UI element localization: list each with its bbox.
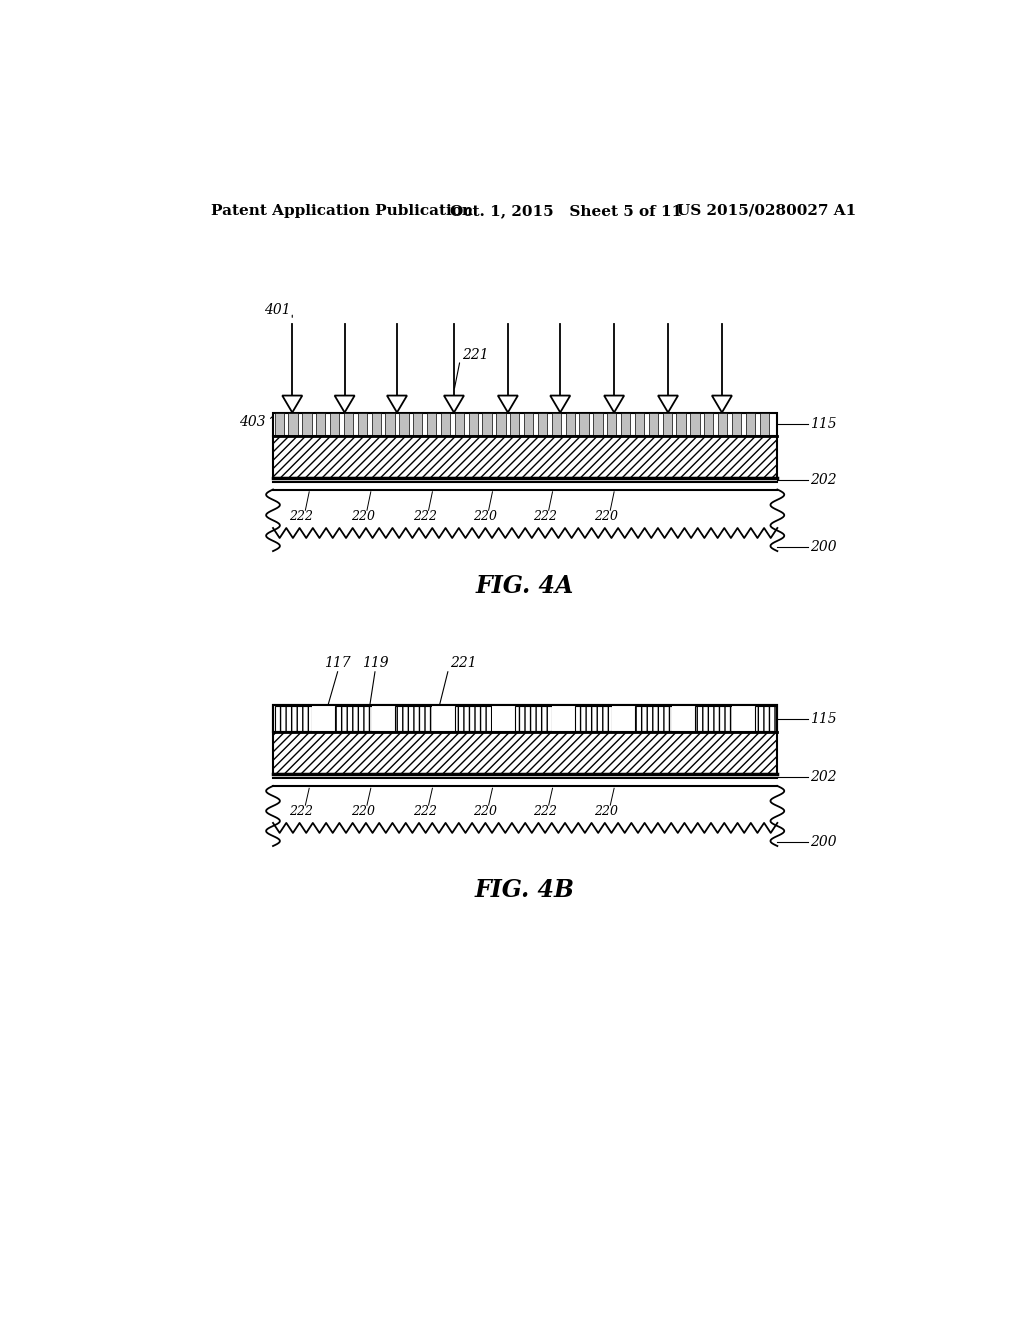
Bar: [482, 413, 492, 434]
Text: 403: 403: [239, 414, 265, 429]
Text: 202: 202: [810, 770, 837, 784]
Bar: [635, 413, 644, 434]
Bar: [760, 413, 769, 434]
Bar: [273, 436, 777, 478]
Text: 222: 222: [413, 510, 436, 523]
Bar: [607, 413, 616, 434]
Text: 117: 117: [324, 656, 350, 669]
Bar: [574, 706, 611, 731]
Text: 220: 220: [473, 805, 497, 818]
Bar: [455, 413, 464, 434]
Bar: [273, 705, 777, 733]
Text: FIG. 4A: FIG. 4A: [475, 574, 574, 598]
Bar: [441, 413, 451, 434]
Polygon shape: [658, 396, 678, 412]
Bar: [663, 413, 672, 434]
Bar: [455, 706, 492, 731]
Bar: [745, 413, 755, 434]
Text: 115: 115: [810, 711, 837, 726]
Bar: [372, 413, 381, 434]
Bar: [524, 413, 534, 434]
Bar: [677, 413, 686, 434]
Bar: [718, 413, 727, 434]
Bar: [385, 413, 394, 434]
Text: 202: 202: [810, 474, 837, 487]
Bar: [672, 706, 695, 731]
Text: 222: 222: [532, 510, 557, 523]
Bar: [274, 413, 284, 434]
Text: 222: 222: [532, 805, 557, 818]
Bar: [552, 413, 561, 434]
Text: 221: 221: [462, 347, 488, 362]
Polygon shape: [387, 396, 407, 412]
Bar: [552, 706, 574, 731]
Bar: [497, 413, 506, 434]
Bar: [593, 413, 602, 434]
Polygon shape: [283, 396, 302, 412]
Polygon shape: [498, 396, 518, 412]
Bar: [492, 706, 515, 731]
Bar: [510, 413, 519, 434]
Bar: [649, 413, 658, 434]
Bar: [695, 706, 732, 731]
Bar: [344, 413, 353, 434]
Bar: [690, 413, 699, 434]
Bar: [611, 706, 635, 731]
Bar: [335, 706, 372, 731]
Text: US 2015/0280027 A1: US 2015/0280027 A1: [677, 203, 856, 218]
Text: 401: 401: [264, 304, 291, 317]
Bar: [316, 413, 326, 434]
Text: 220: 220: [351, 805, 375, 818]
Bar: [469, 413, 478, 434]
Bar: [289, 413, 298, 434]
Text: 221: 221: [451, 656, 477, 669]
Bar: [357, 413, 367, 434]
Bar: [273, 413, 777, 436]
Text: 222: 222: [413, 805, 436, 818]
Text: 220: 220: [473, 510, 497, 523]
Text: 220: 220: [594, 510, 618, 523]
Bar: [565, 413, 574, 434]
Text: 222: 222: [290, 805, 313, 818]
Text: 119: 119: [362, 656, 389, 669]
Bar: [273, 705, 777, 733]
Bar: [372, 706, 394, 731]
Bar: [427, 413, 436, 434]
Bar: [330, 413, 339, 434]
Text: 220: 220: [351, 510, 375, 523]
Bar: [580, 413, 589, 434]
Bar: [394, 706, 432, 731]
Text: 200: 200: [810, 836, 837, 849]
Bar: [705, 413, 714, 434]
Text: 222: 222: [290, 510, 313, 523]
Text: 200: 200: [810, 540, 837, 554]
Bar: [621, 413, 631, 434]
Text: Patent Application Publication: Patent Application Publication: [211, 203, 473, 218]
Bar: [274, 706, 311, 731]
Text: 115: 115: [810, 417, 837, 432]
Text: Oct. 1, 2015   Sheet 5 of 11: Oct. 1, 2015 Sheet 5 of 11: [451, 203, 682, 218]
Text: 220: 220: [594, 805, 618, 818]
Polygon shape: [550, 396, 570, 412]
Bar: [635, 706, 672, 731]
Bar: [413, 413, 422, 434]
Polygon shape: [712, 396, 732, 412]
Polygon shape: [444, 396, 464, 412]
Bar: [302, 413, 311, 434]
Text: FIG. 4B: FIG. 4B: [475, 878, 574, 902]
Bar: [273, 733, 777, 775]
Bar: [515, 706, 552, 731]
Bar: [399, 413, 409, 434]
Polygon shape: [335, 396, 354, 412]
Bar: [311, 706, 335, 731]
Bar: [432, 706, 455, 731]
Bar: [755, 706, 776, 731]
Polygon shape: [604, 396, 625, 412]
Bar: [538, 413, 547, 434]
Bar: [732, 413, 741, 434]
Bar: [732, 706, 755, 731]
